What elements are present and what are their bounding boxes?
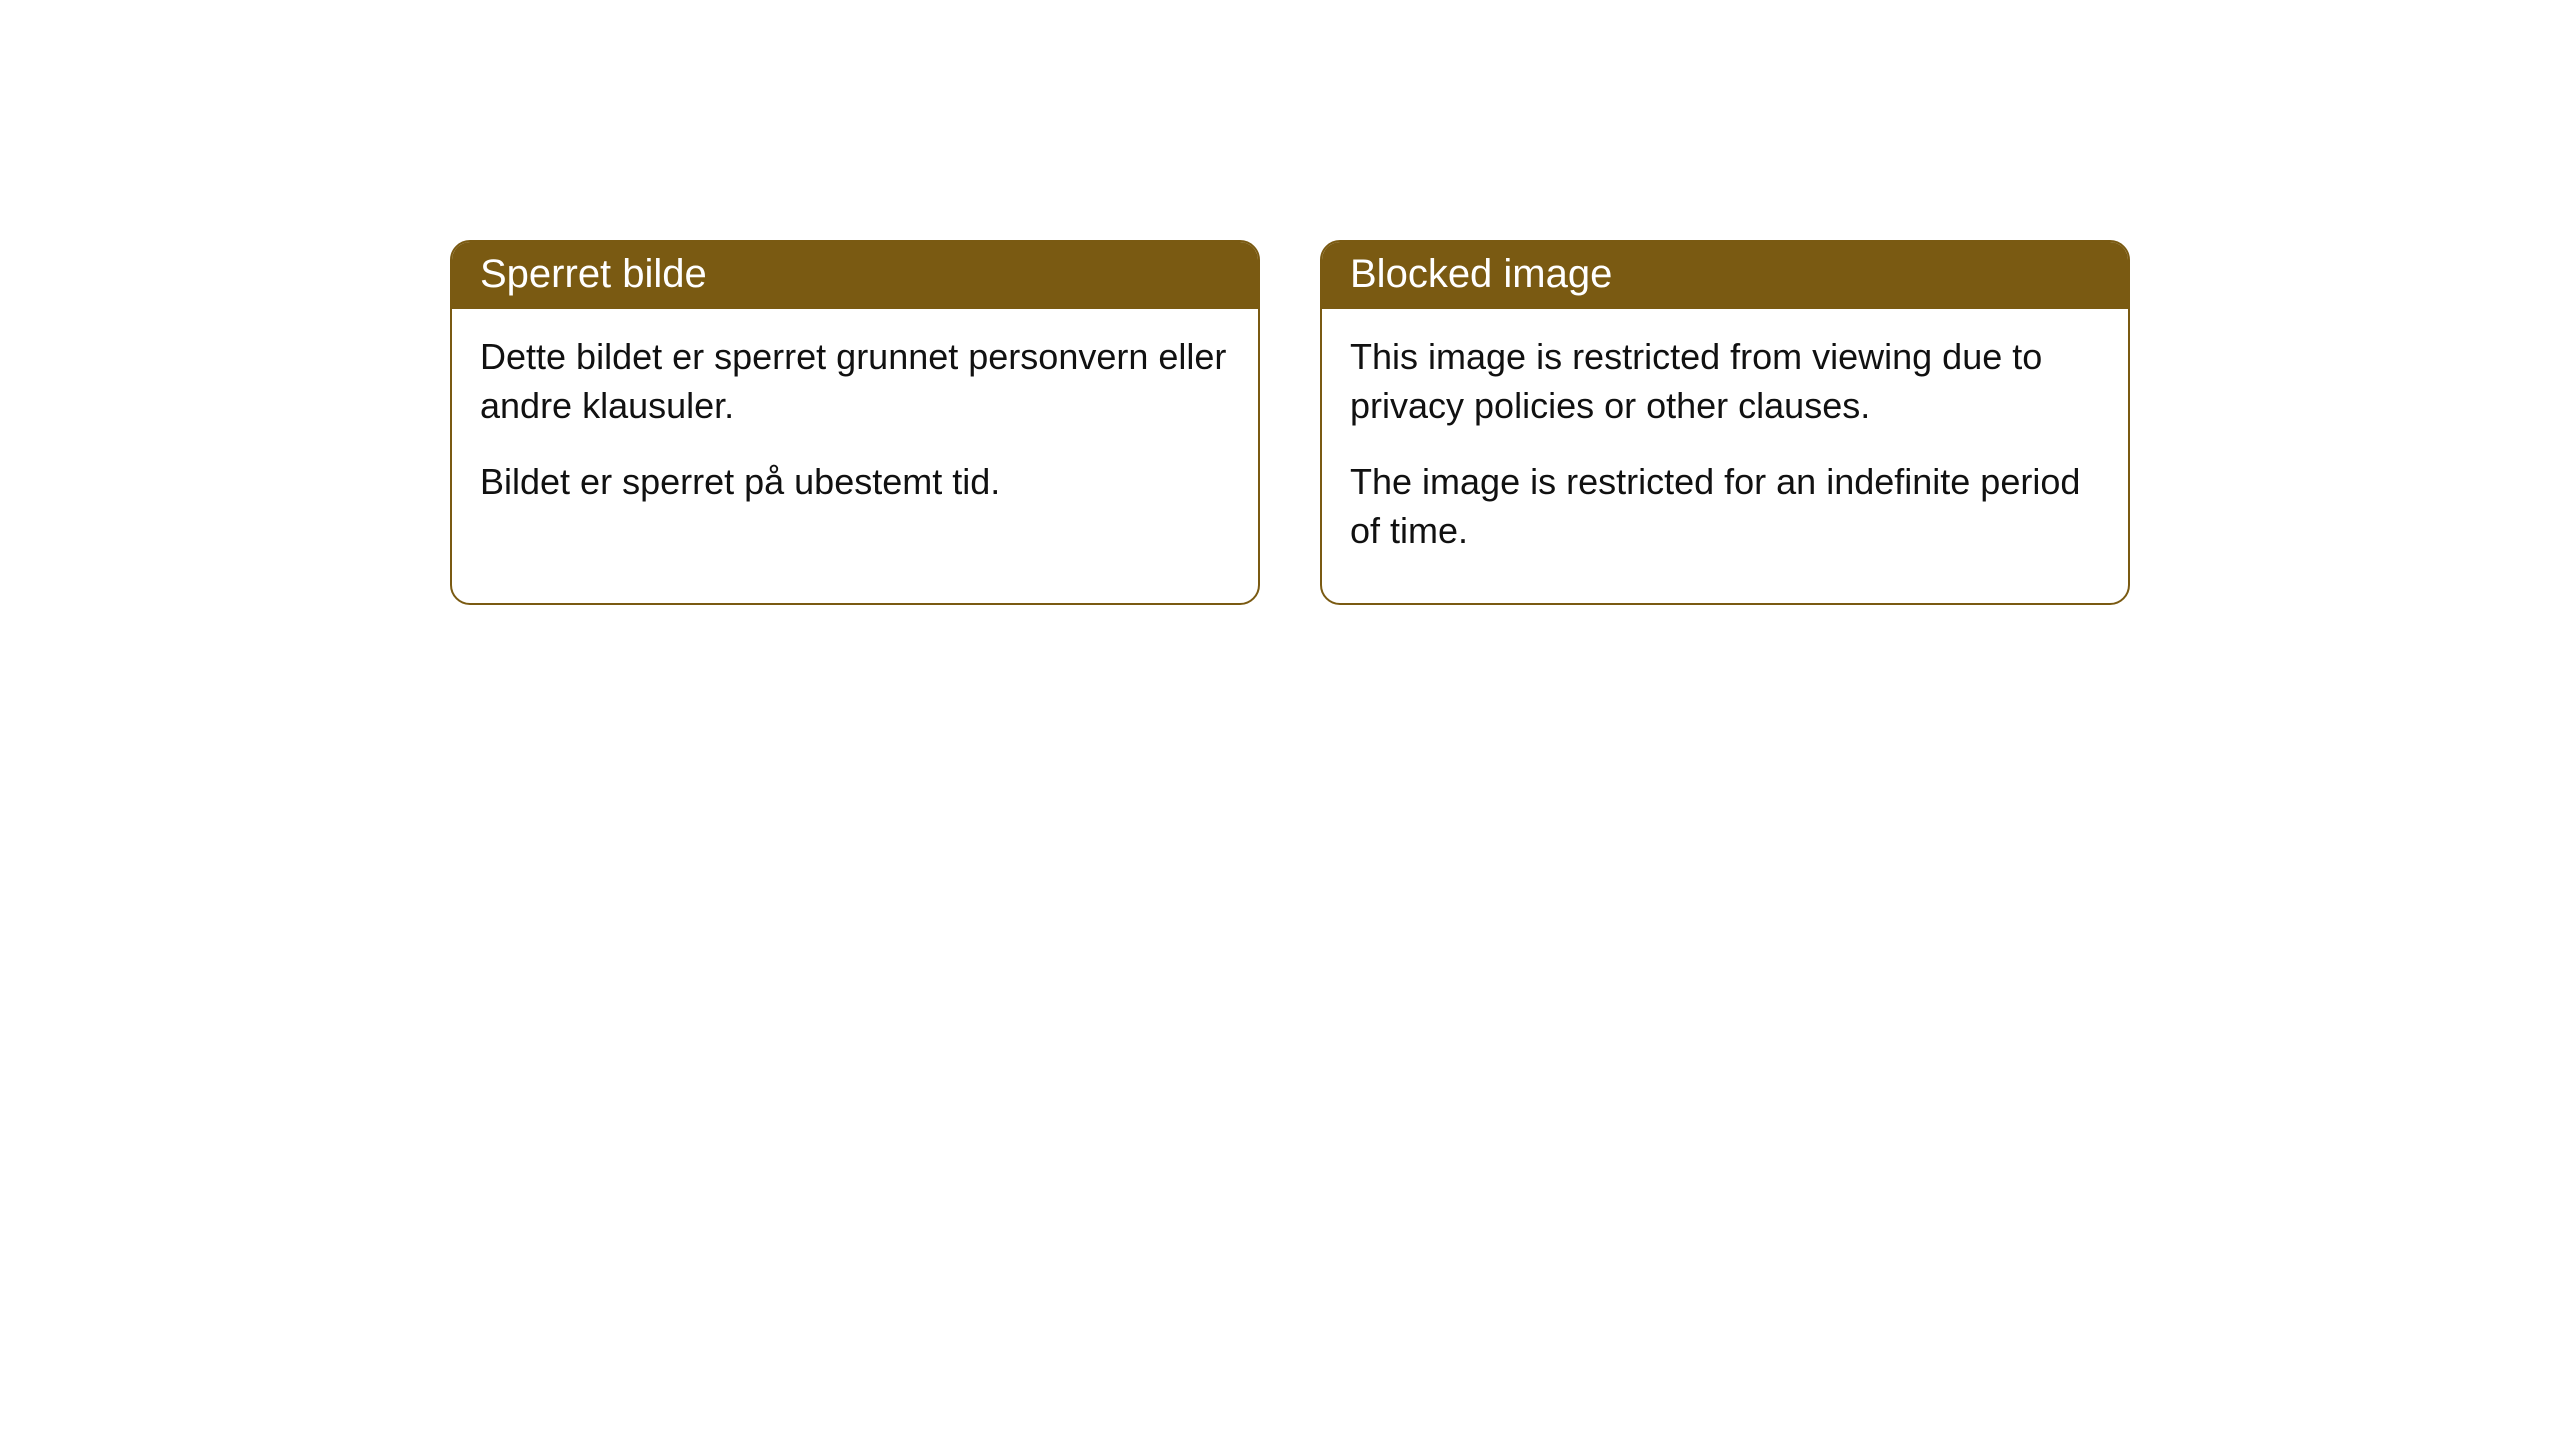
card-body: This image is restricted from viewing du… <box>1322 309 2128 603</box>
card-paragraph: This image is restricted from viewing du… <box>1350 333 2100 430</box>
card-paragraph: Dette bildet er sperret grunnet personve… <box>480 333 1230 430</box>
blocked-image-card-no: Sperret bilde Dette bildet er sperret gr… <box>450 240 1260 605</box>
card-body: Dette bildet er sperret grunnet personve… <box>452 309 1258 555</box>
card-paragraph: Bildet er sperret på ubestemt tid. <box>480 458 1230 507</box>
blocked-image-card-en: Blocked image This image is restricted f… <box>1320 240 2130 605</box>
card-paragraph: The image is restricted for an indefinit… <box>1350 458 2100 555</box>
notice-container: Sperret bilde Dette bildet er sperret gr… <box>0 0 2560 605</box>
card-title: Sperret bilde <box>452 242 1258 309</box>
card-title: Blocked image <box>1322 242 2128 309</box>
